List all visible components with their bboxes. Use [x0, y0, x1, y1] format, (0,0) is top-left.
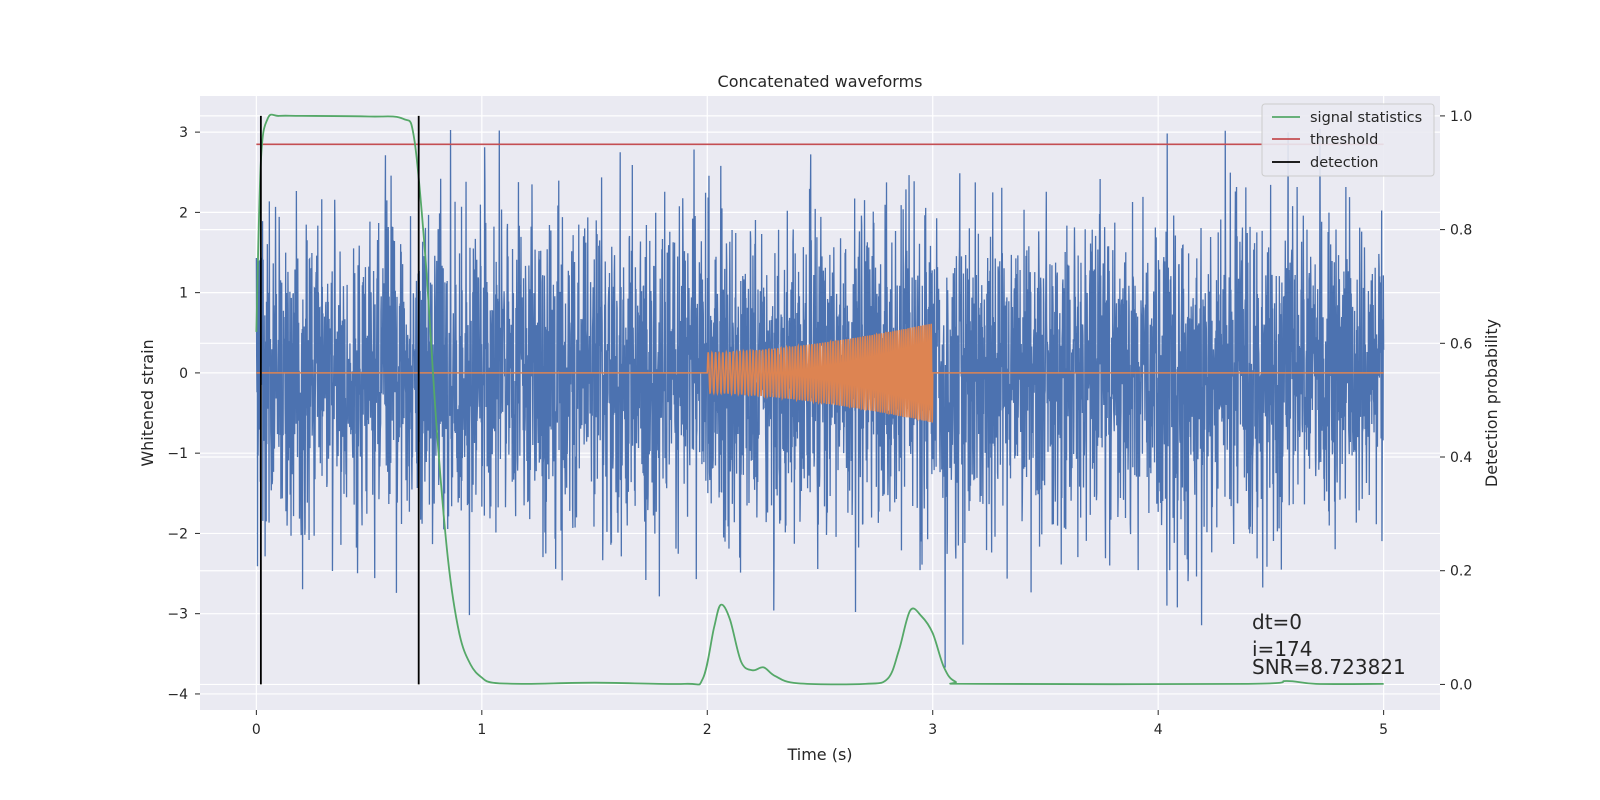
x-tick-label-5: 5	[1379, 722, 1388, 738]
x-tick-label-0: 0	[252, 722, 261, 738]
legend-label-threshold: threshold	[1310, 132, 1378, 148]
y2-tick-label-4: 0.2	[1450, 564, 1472, 580]
series-whitened-strain-line	[255, 128, 1385, 668]
y-axis-label: Whitened strain	[138, 339, 157, 466]
axes-layer: 0 1 2 3 4 5 3 2 1 0 −1 −2 −3 −4 1.0 0.8 0.6 0.4 0.2 0.0	[167, 109, 1472, 738]
annotation-dt: dt=0	[1252, 610, 1302, 634]
y2-tick-label-5: 0.0	[1450, 677, 1472, 693]
y-tick-label-6: −3	[167, 607, 188, 623]
y-tick-label-1: 2	[179, 205, 188, 221]
y-tick-label-4: −1	[167, 446, 188, 462]
y2-tick-label-2: 0.6	[1450, 336, 1472, 352]
annotations: dt=0 i=174 SNR=8.723821	[1252, 610, 1406, 679]
y-tick-label-3: 0	[179, 366, 188, 382]
legend-box	[1261, 103, 1435, 177]
annotation-snr: SNR=8.723821	[1252, 655, 1406, 679]
x-tick-label-3: 3	[928, 722, 937, 738]
series-signal-statistics-line	[255, 113, 1384, 686]
x-tick-label-1: 1	[477, 722, 486, 738]
y2-tick-label-3: 0.4	[1450, 450, 1472, 466]
series-layer	[255, 113, 1385, 686]
legend-label-detection: detection	[1310, 155, 1378, 171]
y2-tick-label-0: 1.0	[1450, 109, 1472, 125]
y-tick-label-5: −2	[167, 526, 188, 542]
chart-title: Concatenated waveforms	[718, 72, 923, 91]
x-axis-label: Time (s)	[786, 745, 852, 764]
x-tick-label-2: 2	[703, 722, 712, 738]
y2-tick-label-1: 0.8	[1450, 223, 1472, 239]
y-tick-label-2: 1	[179, 286, 188, 302]
y2-axis-label: Detection probability	[1482, 319, 1501, 487]
x-tick-label-4: 4	[1154, 722, 1163, 738]
y-tick-label-7: −4	[167, 687, 188, 703]
y-tick-label-0: 3	[179, 125, 188, 141]
legend-label-signal-statistics: signal statistics	[1310, 110, 1422, 126]
legend: signal statistics threshold detection	[1261, 103, 1435, 177]
annotation-index: i=174	[1252, 637, 1313, 661]
series-injected-signal-line	[256, 323, 1384, 423]
